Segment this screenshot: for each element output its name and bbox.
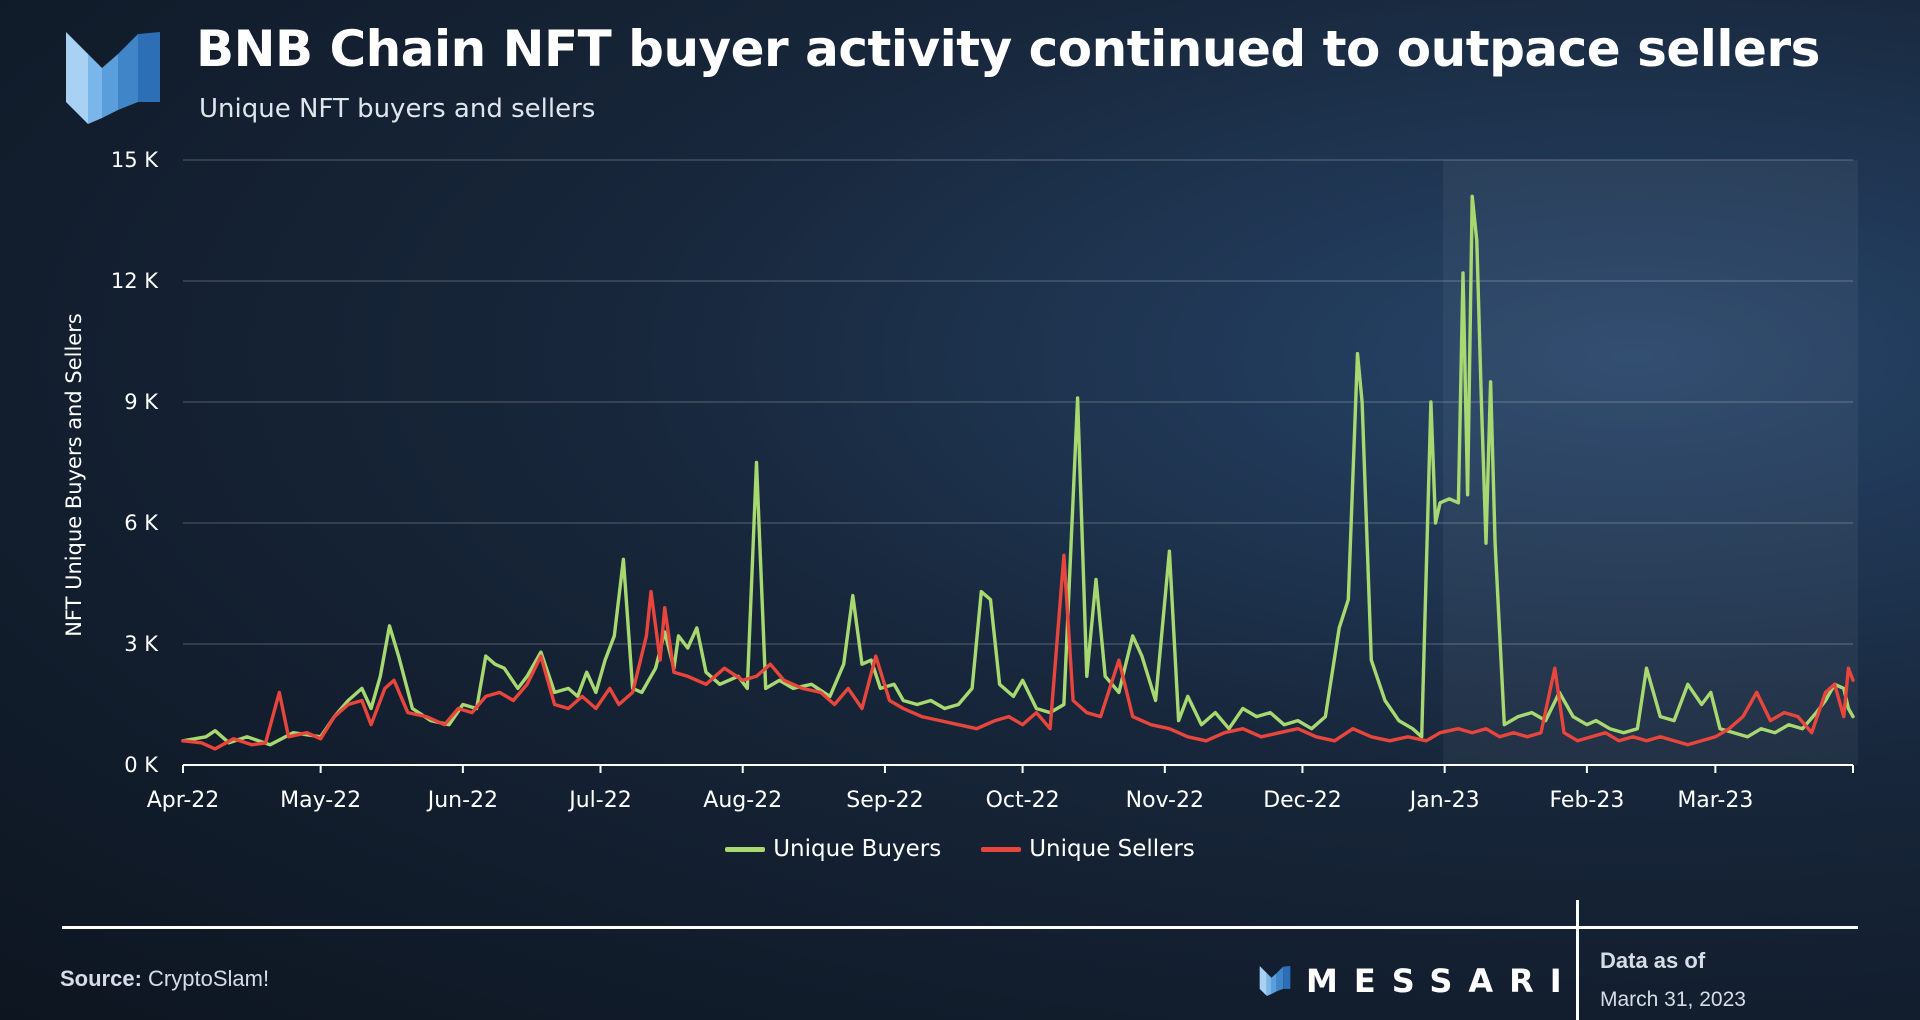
legend: Unique Buyers Unique Sellers <box>0 836 1920 862</box>
x-tick-label: May-22 <box>280 788 361 813</box>
y-tick-label: 12 K <box>111 269 159 293</box>
x-tick-label: Dec-22 <box>1263 788 1342 813</box>
y-tick-label: 3 K <box>124 632 159 656</box>
x-tick-label: Jun-22 <box>426 788 498 813</box>
x-tick-label: Aug-22 <box>703 788 782 813</box>
x-tick-label: Jan-23 <box>1408 788 1480 813</box>
messari-logo <box>66 32 160 124</box>
legend-item-sellers: Unique Sellers <box>981 836 1195 862</box>
data-as-of-date: March 31, 2023 <box>1600 988 1746 1011</box>
x-tick-label: Sep-22 <box>846 788 923 813</box>
x-tick-label: Mar-23 <box>1677 788 1753 813</box>
source-value: CryptoSlam! <box>148 966 270 991</box>
series-line-sellers <box>181 553 1855 751</box>
messari-mark-icon <box>1259 966 1291 996</box>
legend-swatch-sellers <box>981 846 1022 852</box>
legend-swatch-buyers <box>725 846 766 852</box>
x-tick-label: Apr-22 <box>147 788 220 813</box>
source-note: Source: CryptoSlam! <box>60 966 269 992</box>
x-tick-label: Nov-22 <box>1126 788 1204 813</box>
chart-title: BNB Chain NFT buyer activity continued t… <box>196 20 1820 78</box>
y-axis-ticks: 0 K 3 K 6 K 9 K 12 K 15 K <box>111 148 159 777</box>
y-tick-label: 0 K <box>124 753 159 777</box>
legend-item-buyers: Unique Buyers <box>725 836 941 862</box>
x-tick-label: Oct-22 <box>986 788 1060 813</box>
plot-highlight <box>1443 160 1858 765</box>
x-tick-label: Jul-22 <box>567 788 631 813</box>
data-as-of-label: Data as of <box>1600 948 1706 973</box>
brand-name: MESSARI <box>1306 962 1578 1000</box>
legend-label-sellers: Unique Sellers <box>1029 836 1195 862</box>
series-lines <box>181 194 1855 751</box>
gridlines <box>183 159 1853 645</box>
source-label: Source: <box>60 966 142 991</box>
chart-subtitle: Unique NFT buyers and sellers <box>199 94 596 124</box>
y-tick-label: 6 K <box>124 511 159 535</box>
x-tick-label: Feb-23 <box>1549 788 1624 813</box>
series-line-buyers <box>181 194 1855 747</box>
y-tick-label: 15 K <box>111 148 159 172</box>
brand-wordmark: MESSARI <box>1258 962 1578 1000</box>
footer-divider <box>62 926 1858 929</box>
footer-vertical-divider <box>1576 900 1579 1020</box>
y-tick-label: 9 K <box>124 390 159 414</box>
x-axis: Apr-22 May-22 Jun-22 Jul-22 Aug-22 Sep-22 Oct-… <box>147 764 1854 813</box>
legend-label-buyers: Unique Buyers <box>773 836 942 862</box>
